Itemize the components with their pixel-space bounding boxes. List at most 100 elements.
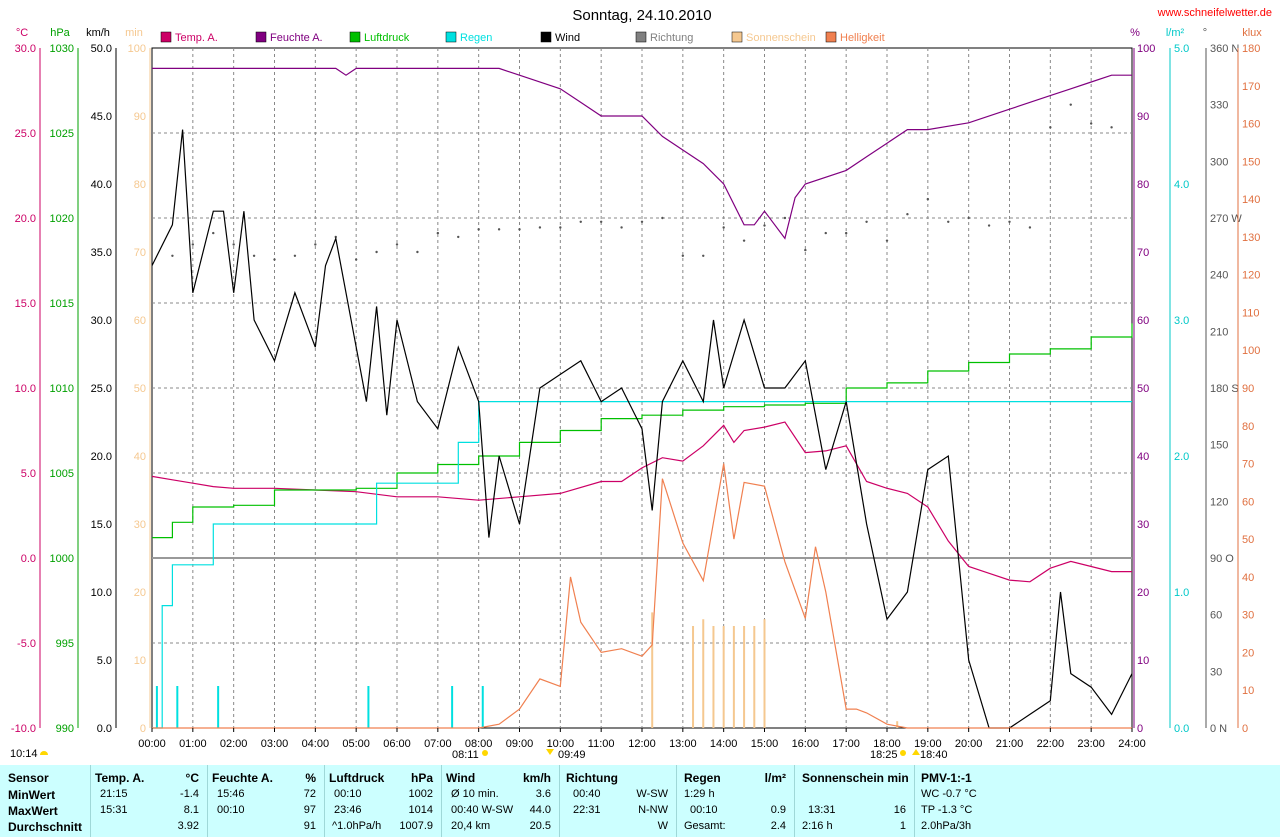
direction-dot-16: [497, 228, 501, 231]
left-tick-1-0: 1030: [50, 43, 74, 55]
right-tick-3-17: 10: [1242, 685, 1254, 697]
series-line-regen: [152, 401, 1132, 729]
press-max-value: 1014: [408, 804, 433, 816]
moonset-time: 18:40: [920, 749, 948, 761]
direction-dot-10: [375, 250, 378, 254]
legend-label-7: Helligkeit: [840, 32, 885, 44]
chart-legend: Temp. A. Feuchte A. Luftdruck Regen Wind Rich…: [160, 31, 885, 44]
sunrise-time: 08:11: [452, 749, 479, 761]
weather-chart: Sonntag, 24.10.2010 www.schneifelwetter.…: [10, 7, 1272, 761]
sunset-sun-icon: [900, 750, 906, 756]
legend-swatch-6: [731, 31, 743, 43]
direction-dot-11: [395, 243, 399, 246]
direction-dot-13: [436, 231, 440, 235]
left-tick-3-1: 90: [134, 111, 146, 123]
press-avg-value: 1007.9: [399, 820, 433, 832]
left-tick-0-7: -5.0: [17, 638, 36, 650]
legend-swatch-1: [255, 31, 267, 43]
x-tick-label-16: 16:00: [792, 738, 820, 750]
right-tick-3-0: 180: [1242, 43, 1260, 55]
header-temp: Temp. A.: [95, 771, 145, 785]
wind-min-label: Ø 10 min.: [451, 788, 499, 800]
x-tick-label-22: 22:00: [1037, 738, 1065, 750]
x-tick-label-17: 17:00: [832, 738, 860, 750]
wind-min-value: 3.6: [535, 788, 551, 800]
left-tick-1-4: 1010: [50, 383, 74, 395]
rain-max-value: 0.9: [770, 804, 786, 816]
right-tick-3-12: 60: [1242, 496, 1254, 508]
right-tick-0-8: 20: [1137, 587, 1149, 599]
left-tick-1-1: 1025: [50, 128, 74, 140]
direction-dot-25: [681, 254, 685, 257]
temp-avg-value: 3.92: [177, 820, 199, 832]
legend-swatch-4: [540, 31, 552, 43]
x-tick-label-11: 11:00: [588, 738, 615, 750]
left-tick-0-3: 15.0: [15, 298, 36, 310]
row-label-avg: Durchschnitt: [8, 820, 83, 834]
right-axes: %1009080706050403020100l/m²5.04.03.02.01…: [1130, 27, 1262, 735]
pmv-windchill: WC -0.7 °C: [921, 788, 977, 800]
temp-max-value: 8.1: [183, 804, 199, 816]
series-line-wind: [151, 129, 1133, 729]
right-tick-2-6: 180 S: [1210, 383, 1239, 395]
left-tick-0-4: 10.0: [15, 383, 36, 395]
left-axis-unit-0: °C: [16, 27, 28, 39]
right-tick-2-9: 90 O: [1210, 553, 1234, 565]
right-tick-3-2: 160: [1242, 119, 1260, 131]
direction-dot-3: [232, 243, 235, 246]
direction-dot-29: [763, 224, 766, 227]
left-axis-unit-2: km/h: [86, 27, 110, 39]
left-tick-3-0: 100: [128, 43, 146, 55]
direction-dot-45: [1089, 122, 1093, 125]
right-tick-0-1: 90: [1137, 111, 1149, 123]
direction-dot-35: [885, 239, 889, 242]
direction-dot-4: [252, 254, 256, 257]
x-tick-label-9: 09:00: [506, 738, 534, 750]
x-tick-label-13: 13:00: [669, 738, 697, 750]
site-link[interactable]: www.schneifelwetter.de: [1157, 7, 1272, 19]
left-tick-3-7: 30: [134, 519, 146, 531]
direction-dot-46: [1110, 126, 1113, 129]
series-line-feuchte-a-: [152, 67, 1132, 240]
right-tick-1-4: 1.0: [1174, 587, 1189, 599]
direction-dot-39: [967, 216, 970, 220]
right-tick-3-9: 90: [1242, 383, 1254, 395]
left-tick-1-2: 1020: [50, 213, 74, 225]
temp-min-time: 21:15: [100, 788, 128, 800]
right-tick-1-0: 5.0: [1174, 43, 1189, 55]
header-pressure: Luftdruck: [329, 771, 385, 785]
legend-label-3: Regen: [460, 32, 492, 44]
right-tick-0-10: 0: [1137, 723, 1143, 735]
rain-total-value: 2.4: [770, 820, 786, 832]
header-temp-unit: °C: [185, 771, 199, 785]
dir-min-value: W-SW: [636, 788, 668, 800]
x-tick-label-7: 07:00: [424, 738, 452, 750]
left-tick-0-0: 30.0: [15, 43, 36, 55]
right-tick-0-7: 30: [1137, 519, 1149, 531]
header-rain: Regen: [684, 771, 721, 785]
solar-noon-time: 09:49: [558, 749, 586, 761]
left-tick-3-6: 40: [134, 451, 146, 463]
right-tick-2-10: 60: [1210, 610, 1222, 622]
direction-dot-5: [273, 258, 276, 261]
right-tick-2-3: 270 W: [1210, 213, 1242, 225]
sunrise-sun-icon: [482, 750, 488, 756]
right-tick-3-1: 170: [1242, 81, 1260, 93]
left-tick-1-5: 1005: [50, 468, 74, 480]
right-tick-3-10: 80: [1242, 421, 1254, 433]
legend-label-4: Wind: [555, 32, 580, 44]
x-tick-label-8: 08:00: [465, 738, 493, 750]
direction-dot-33: [844, 231, 848, 235]
right-tick-3-8: 100: [1242, 345, 1260, 357]
row-label-min: MinWert: [8, 788, 56, 802]
header-wind-unit: km/h: [522, 771, 551, 785]
x-tick-label-1: 01:00: [179, 738, 207, 750]
rain-max-time: 00:10: [690, 804, 718, 816]
right-tick-2-2: 300: [1210, 156, 1228, 168]
right-tick-2-4: 240: [1210, 270, 1228, 282]
right-tick-3-3: 150: [1242, 156, 1260, 168]
right-tick-3-5: 130: [1242, 232, 1260, 244]
left-tick-3-5: 50: [134, 383, 146, 395]
right-tick-3-14: 40: [1242, 572, 1254, 584]
series-line-helligkeit: [152, 463, 1132, 729]
